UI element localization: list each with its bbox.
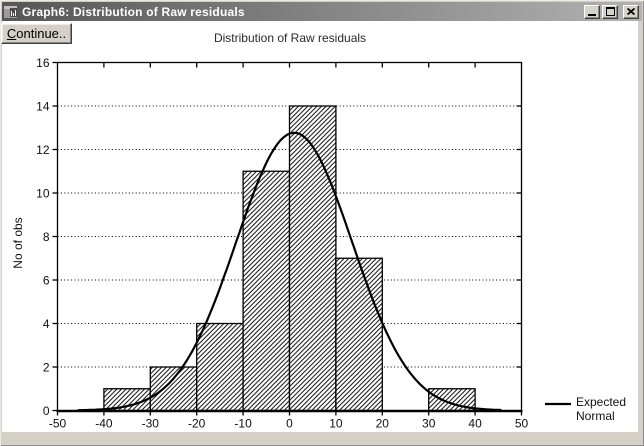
graph-canvas (2, 21, 638, 432)
chart-title: Distribution of Raw residuals (213, 31, 367, 45)
maximize-button[interactable] (602, 4, 618, 19)
graph-window-icon (4, 5, 18, 19)
legend: Expected Normal (576, 395, 627, 423)
legend-label-line1: Expected (576, 395, 627, 409)
maximize-icon (605, 7, 615, 16)
close-icon (627, 8, 635, 15)
titlebar[interactable]: Graph6: Distribution of Raw residuals (2, 2, 642, 21)
close-button[interactable] (623, 4, 639, 19)
window-title: Graph6: Distribution of Raw residuals (22, 4, 245, 19)
minimize-icon (588, 13, 596, 16)
legend-label-line2: Normal (576, 408, 615, 423)
y-axis-label: No of obs (11, 217, 25, 269)
window-controls (582, 4, 642, 19)
minimize-button[interactable] (584, 4, 600, 19)
continue-button[interactable]: Continue.. (1, 23, 72, 44)
continue-label: Continue.. (6, 26, 67, 41)
